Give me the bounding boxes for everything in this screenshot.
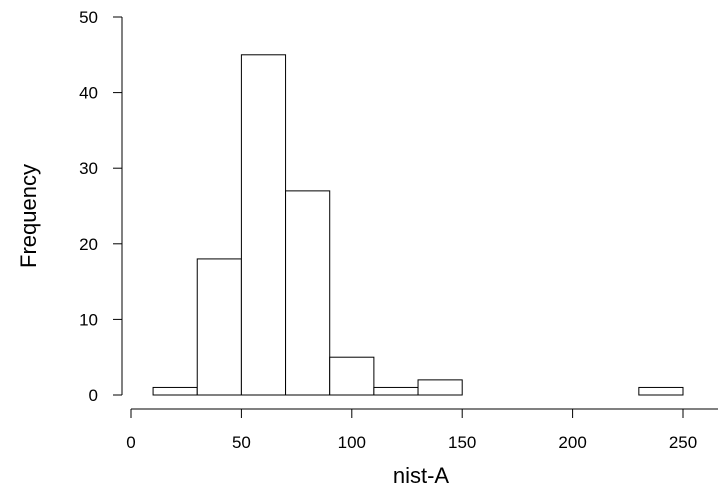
y-tick-label: 20 [79, 235, 98, 254]
histogram-bars [152, 54, 684, 396]
histogram-bar [373, 386, 419, 396]
y-tick-label: 30 [79, 159, 98, 178]
x-axis-ticks: 0 50 100 150 200 250 [126, 409, 697, 452]
y-tick-label: 10 [79, 310, 98, 329]
x-axis: 0 50 100 150 200 250 [126, 408, 718, 452]
x-tick-label: 50 [232, 433, 251, 452]
histogram-bar [152, 386, 198, 396]
x-tick-label: 0 [126, 433, 135, 452]
y-axis-label: Frequency [16, 164, 41, 268]
y-axis-ticks: 0 10 20 30 40 50 [79, 8, 122, 405]
histogram-bar [285, 190, 331, 396]
x-tick-label: 150 [448, 433, 476, 452]
histogram-bar [417, 379, 463, 396]
histogram-bar [240, 54, 287, 396]
y-tick-label: 50 [79, 8, 98, 27]
x-tick-label: 200 [558, 433, 586, 452]
y-tick-label: 40 [79, 84, 98, 103]
y-tick-label: 0 [89, 386, 98, 405]
x-axis-label: nist-A [393, 463, 450, 488]
histogram-bar [329, 356, 375, 396]
x-tick-label: 250 [669, 433, 697, 452]
x-tick-label: 100 [338, 433, 366, 452]
histogram-bar [196, 258, 242, 396]
histogram-bar [638, 386, 684, 396]
y-axis: 0 10 20 30 40 50 [79, 8, 123, 405]
